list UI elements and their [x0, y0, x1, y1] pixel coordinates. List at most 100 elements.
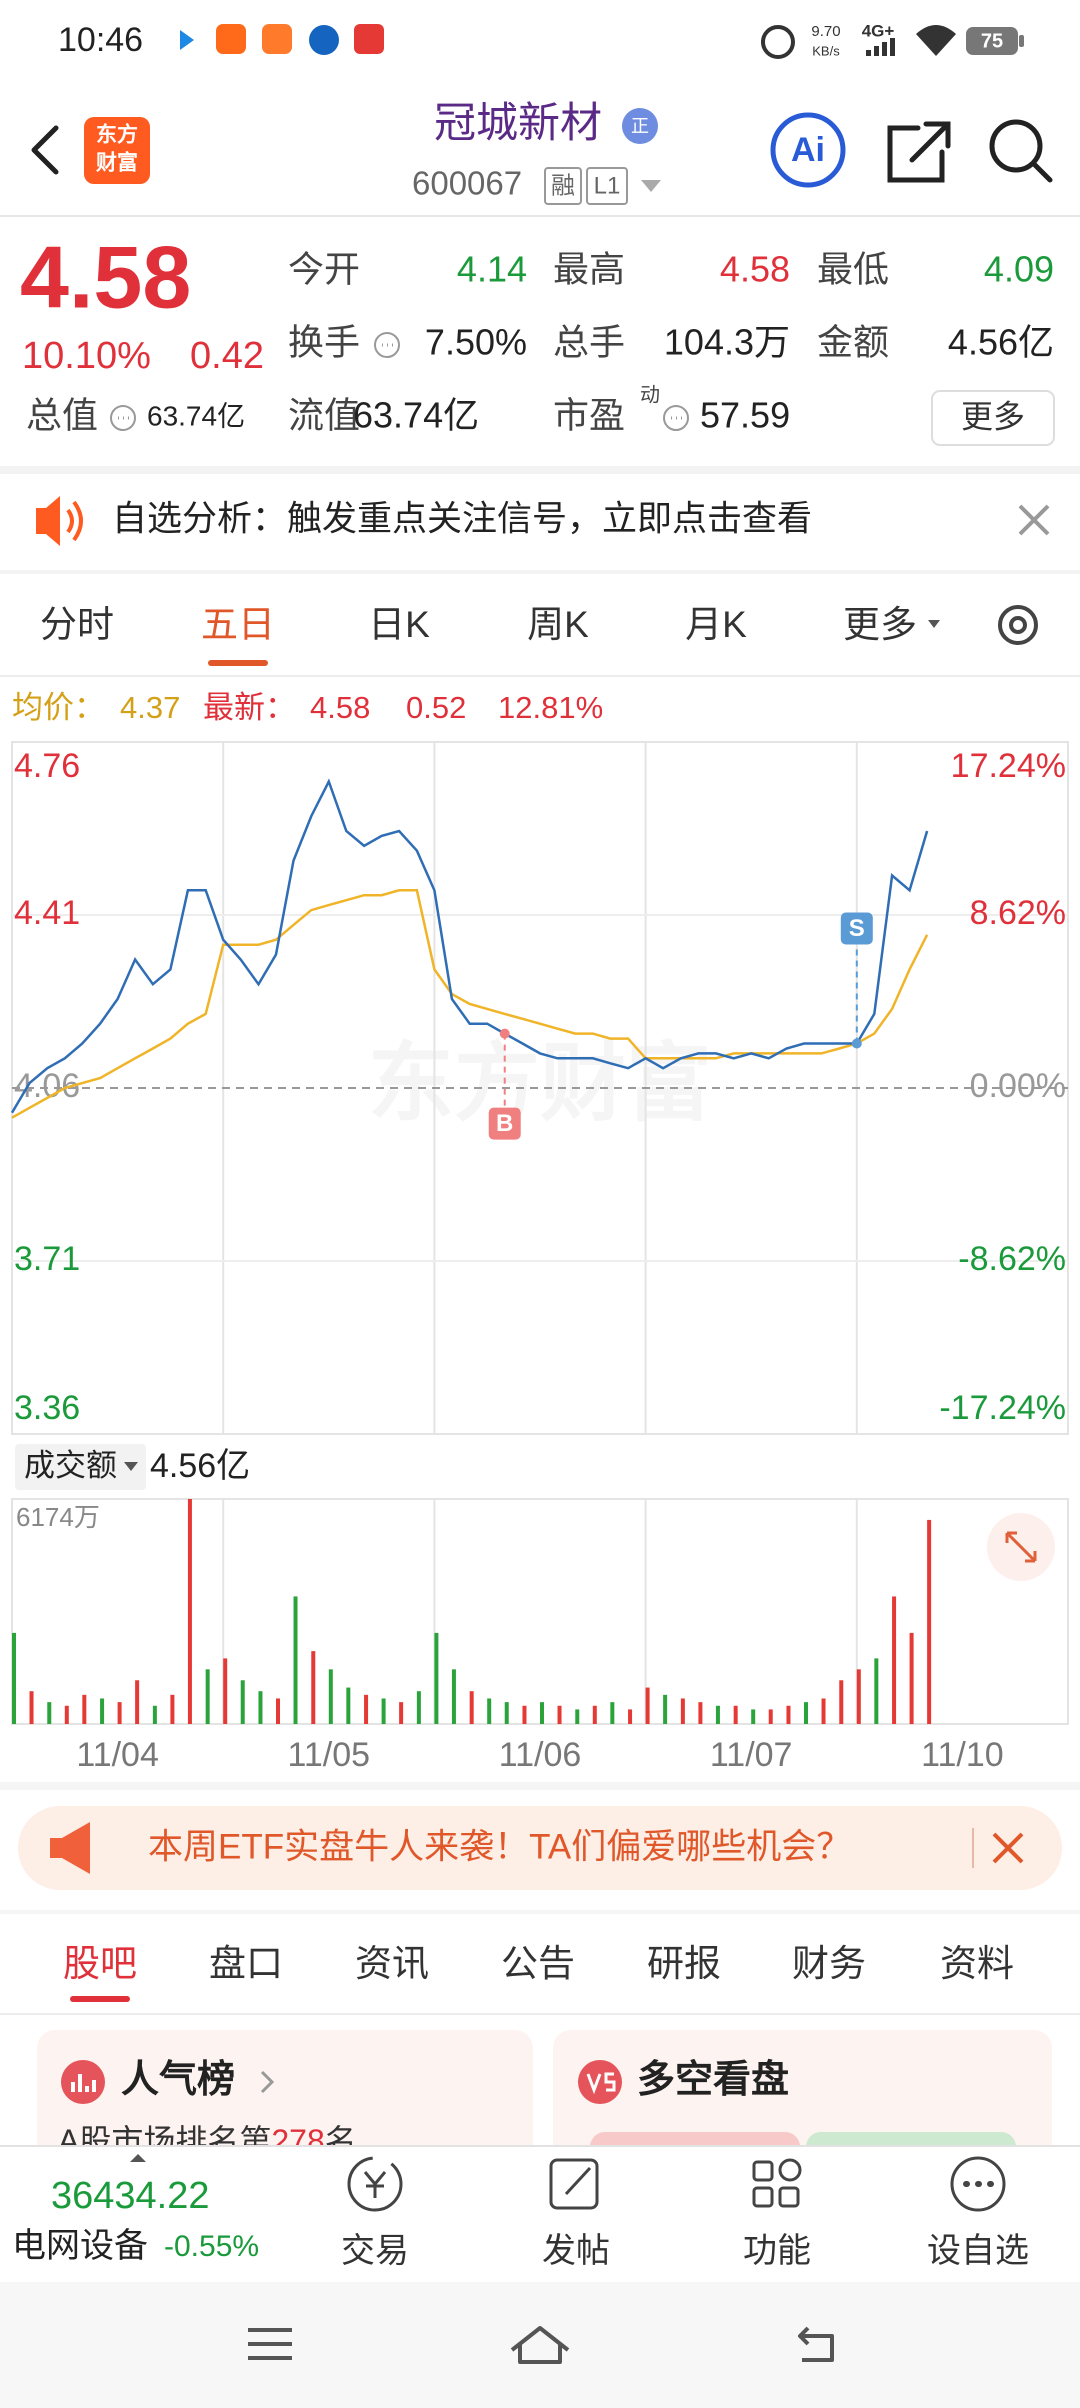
volume-bar — [258, 1691, 263, 1724]
close-button[interactable] — [992, 1832, 1024, 1864]
volume-bar — [416, 1691, 421, 1724]
x-tick-label: 11/05 — [288, 1736, 371, 1774]
bottom-button[interactable]: 功能 — [743, 2232, 811, 2270]
back-nav-button[interactable] — [798, 2326, 834, 2362]
price: 4.58 — [20, 227, 191, 326]
sub-tab[interactable]: 股吧 — [63, 1943, 137, 1984]
sub-tab[interactable]: 财务 — [792, 1943, 866, 1984]
trade-label[interactable]: B — [496, 1110, 513, 1137]
tab[interactable]: 更多 — [843, 604, 917, 645]
app-icon — [309, 25, 339, 55]
close-button[interactable] — [1018, 504, 1050, 536]
latest-change-pct: 12.81% — [498, 690, 603, 725]
logo-text: 东方 — [96, 123, 138, 147]
stat-label: 总手 — [553, 322, 625, 363]
trade-badge[interactable] — [840, 912, 873, 945]
app-icon — [354, 24, 384, 54]
menu-button[interactable] — [248, 2328, 292, 2360]
avg-value: 4.37 — [120, 690, 180, 725]
network: 4G+ — [862, 21, 895, 40]
tab[interactable]: 分时 — [40, 604, 114, 645]
settings-button[interactable] — [998, 605, 1038, 645]
tab[interactable]: 五日 — [201, 604, 275, 645]
share-button[interactable] — [887, 121, 951, 183]
y-tick-label: 3.71 — [14, 1240, 80, 1278]
tab[interactable]: 日K — [368, 604, 430, 645]
info-icon[interactable] — [374, 332, 400, 358]
search-button[interactable] — [989, 119, 1043, 173]
volume-bar — [187, 1499, 192, 1724]
more-button[interactable] — [931, 390, 1055, 446]
stat-label-sup: 动 — [640, 383, 660, 406]
ad-text[interactable]: 本周ETF实盘牛人来袭！TA们偏爱哪些机会？ — [148, 1827, 851, 1866]
volume-bar — [364, 1694, 369, 1724]
volume-bar — [381, 1698, 386, 1724]
volume-bar — [451, 1669, 456, 1724]
stat-value: 4.09 — [984, 249, 1054, 290]
x-tick-label: 11/04 — [76, 1736, 159, 1774]
sub-tab[interactable]: 资讯 — [355, 1943, 429, 1984]
bottom-button[interactable]: 发帖 — [542, 2232, 610, 2270]
sub-tab[interactable]: 公告 — [501, 1943, 575, 1984]
volume-bar — [839, 1680, 844, 1724]
ad-background[interactable] — [18, 1806, 1062, 1890]
post-icon-pen — [564, 2166, 592, 2196]
battery — [966, 27, 1018, 55]
stat-value: 104.3万 — [664, 322, 790, 363]
price-line — [10, 778, 929, 1114]
tab[interactable]: 月K — [685, 604, 747, 645]
sub-tab[interactable]: 盘口 — [209, 1943, 283, 1984]
avg-line — [11, 889, 929, 1119]
stat-value: 57.59 — [700, 395, 790, 436]
ai-text[interactable]: Ai — [791, 131, 825, 169]
y2-tick-label: -8.62% — [958, 1240, 1066, 1278]
function-icon — [778, 2158, 802, 2182]
x-tick-label: 11/07 — [710, 1736, 793, 1774]
separator — [0, 466, 1080, 474]
app-icon — [180, 30, 194, 50]
info-icon[interactable] — [663, 405, 689, 431]
tab[interactable]: 周K — [527, 604, 589, 645]
trade-point — [851, 1038, 862, 1049]
bottom-button[interactable]: 设自选 — [927, 2232, 1029, 2270]
vol-tick-label: 6174万 — [16, 1502, 100, 1532]
sub-tab[interactable]: 研报 — [647, 1943, 721, 1984]
volume-bar — [434, 1632, 439, 1724]
volume-bar — [575, 1709, 580, 1724]
dropdown-arrow[interactable] — [641, 180, 661, 192]
stat-label: 换手 — [288, 322, 360, 363]
volume-bar — [856, 1669, 861, 1724]
sub-tab[interactable]: 资料 — [940, 1943, 1014, 1984]
back-button[interactable] — [31, 125, 59, 175]
volume-label[interactable]: 成交额 — [24, 1448, 117, 1483]
more-text[interactable]: 更多 — [961, 398, 1025, 434]
rank-icon-bars — [71, 2074, 96, 2092]
home-button[interactable] — [510, 2326, 570, 2364]
bottom-button[interactable]: 交易 — [341, 2232, 409, 2270]
battery-level: 75 — [981, 30, 1003, 52]
banner-text[interactable]: 自选分析：触发重点关注信号，立即点击查看 — [112, 499, 812, 538]
card-title[interactable]: 人气榜 — [121, 2059, 235, 2101]
trade-icon — [347, 2156, 403, 2212]
ai-button[interactable] — [770, 112, 846, 188]
volume-bar — [557, 1705, 562, 1724]
expand-arrow[interactable] — [130, 2154, 146, 2162]
trade-badge[interactable] — [488, 1107, 521, 1140]
info-icon[interactable] — [110, 405, 136, 431]
trade-label[interactable]: S — [849, 915, 865, 942]
card-title[interactable]: 多空看盘 — [637, 2058, 789, 2101]
volume-bar — [804, 1702, 808, 1724]
dropdown-arrow — [124, 1462, 138, 1471]
sector-name[interactable]: 电网设备 — [12, 2227, 148, 2265]
volume-bar — [786, 1705, 791, 1724]
index-value[interactable]: 36434.22 — [51, 2175, 210, 2217]
dropdown-arrow — [928, 620, 940, 628]
app-icon — [262, 24, 292, 54]
volume-selector[interactable] — [15, 1444, 146, 1490]
volume-bar — [100, 1698, 105, 1724]
date-axis: 11/04 11/05 11/06 11/07 11/10 — [76, 1736, 1003, 1774]
volume-bar — [698, 1702, 703, 1724]
volume-bar — [663, 1694, 668, 1724]
volume-bar — [117, 1702, 122, 1724]
